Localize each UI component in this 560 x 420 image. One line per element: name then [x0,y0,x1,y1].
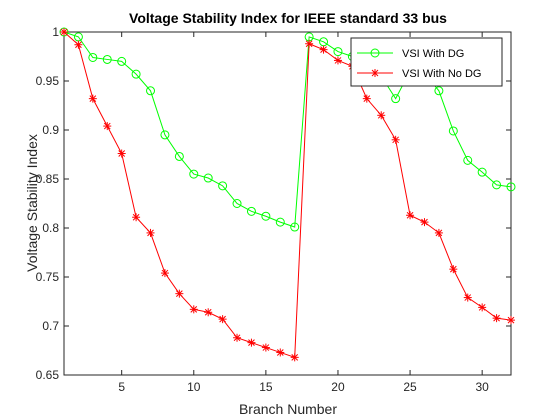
data-point-with-dg [218,181,228,191]
data-point-with-dg [232,199,242,208]
x-tick-label: 10 [187,380,201,394]
data-point-no-dg [233,333,242,342]
y-ticks: 0.65 0.7 0.75 0.8 0.85 0.9 0.95 1 [36,25,511,382]
data-point-no-dg [189,305,198,314]
data-point-no-dg [132,213,141,222]
x-tick-label: 15 [259,380,273,394]
data-point-no-dg [160,269,169,278]
data-point-with-dg [102,54,112,64]
data-point-with-dg [333,47,343,57]
data-point-with-dg [261,211,271,221]
data-point-no-dg [261,343,270,352]
data-point-with-dg [189,169,199,179]
legend: VSI With DG VSI With No DG [350,37,503,87]
data-point-with-dg [160,130,170,140]
axes-box [63,31,512,376]
data-point-no-dg [377,111,386,120]
data-point-no-dg [204,308,213,317]
x-tick-label: 25 [403,380,417,394]
data-point-with-dg [203,173,213,183]
y-tick-label: 0.95 [36,74,60,88]
data-point-no-dg [362,94,371,103]
data-point-with-dg [88,52,98,62]
data-point-no-dg [420,218,429,227]
data-point-with-dg [448,126,458,136]
x-tick-label: 30 [475,380,489,394]
y-tick-label: 0.8 [42,221,59,235]
y-tick-label: 0.65 [36,368,60,382]
chart-title: Voltage Stability Index for IEEE standar… [129,10,447,26]
data-point-with-dg [290,222,300,232]
data-point-no-dg [74,40,83,49]
legend-label-no-dg: VSI With No DG [402,68,481,80]
data-point-no-dg [247,338,256,347]
y-tick-label: 1 [52,25,59,39]
data-point-no-dg [391,135,400,144]
y-tick-label: 0.75 [36,270,60,284]
data-point-with-dg [506,182,516,192]
y-axis-label: Voltage Stability Index [24,134,40,272]
legend-marker-with-dg [370,48,380,58]
data-point-no-dg [88,94,97,103]
data-point-no-dg [507,316,515,325]
data-point-no-dg [117,149,126,158]
legend-marker-no-dg [371,69,379,77]
x-tick-label: 20 [331,380,345,394]
data-point-no-dg [492,314,501,323]
data-point-with-dg [391,94,401,104]
data-point-no-dg [218,315,227,324]
data-point-with-dg [174,151,184,161]
data-point-with-dg [275,217,285,227]
data-point-no-dg [146,228,155,237]
data-point-with-dg [477,167,487,177]
data-point-with-dg [463,155,473,165]
data-point-no-dg [406,211,415,220]
x-ticks: 5 10 15 20 25 30 [118,32,489,394]
y-tick-label: 0.85 [36,172,60,186]
x-tick-label: 5 [118,380,125,394]
y-tick-label: 0.7 [42,319,59,333]
data-point-with-dg [131,69,141,79]
legend-label-with-dg: VSI With DG [402,48,464,60]
data-point-no-dg [463,293,472,302]
y-tick-label: 0.9 [42,123,59,137]
data-point-no-dg [103,122,112,131]
data-point-no-dg [333,56,342,65]
data-point-no-dg [434,228,443,237]
plot-area: 5 10 15 20 25 30 0.65 0.7 0.75 0.8 0.85 0.9 0.95 1 [36,25,516,394]
data-point-with-dg [117,56,127,66]
data-point-no-dg [449,265,458,274]
series-layer [59,27,516,362]
data-point-with-dg [146,86,156,96]
data-point-no-dg [478,303,487,312]
data-point-with-dg [434,86,444,96]
data-point-no-dg [290,353,299,362]
series-no-dg [60,28,515,362]
data-point-no-dg [319,45,328,54]
data-point-with-dg [492,180,502,190]
data-point-no-dg [60,28,68,36]
data-point-no-dg [276,348,285,357]
data-point-no-dg [305,39,314,48]
data-point-with-dg [246,206,256,216]
data-point-no-dg [175,289,184,298]
x-axis-label: Branch Number [239,401,337,417]
legend-box [350,37,503,87]
